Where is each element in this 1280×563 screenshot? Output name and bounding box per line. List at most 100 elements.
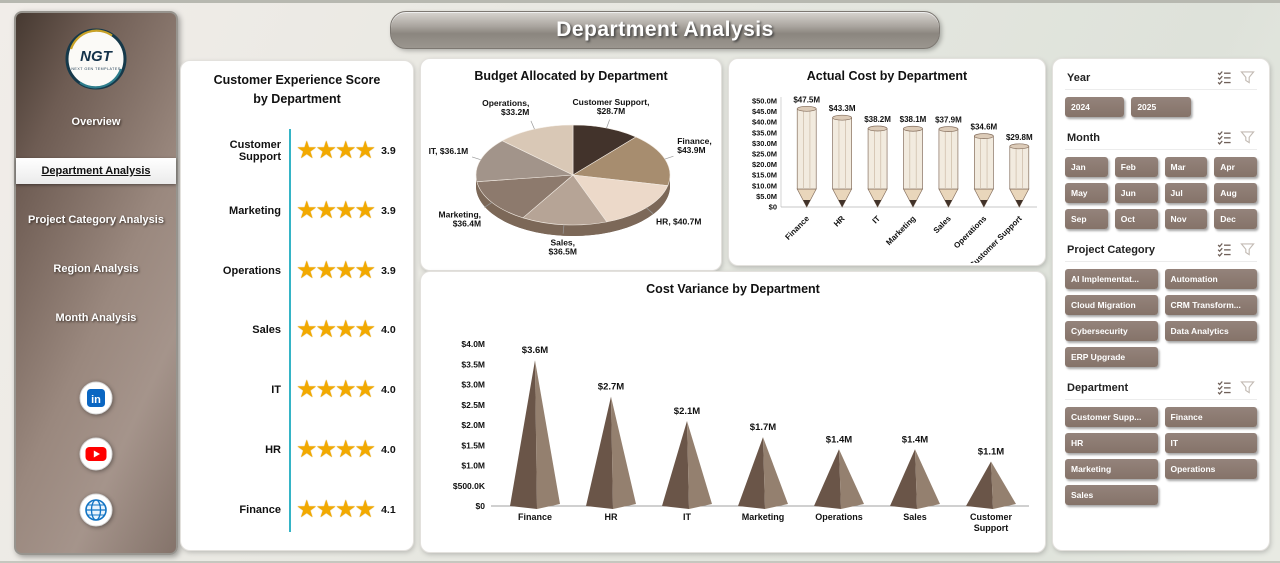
filter-options: Jan Feb Mar Apr May Jun Jul Aug Sep Oct Nov Dec: [1065, 157, 1257, 229]
website-icon[interactable]: [79, 493, 113, 527]
y-tick-label: $10.0M: [752, 181, 777, 190]
rating-value: 3.9: [381, 204, 396, 217]
pyramid-it[interactable]: $2.1M: [662, 406, 712, 509]
y-tick-label: $1.0M: [461, 461, 485, 471]
rating-value: 4.0: [381, 384, 396, 397]
filter-option-marketing[interactable]: Marketing: [1065, 459, 1158, 479]
filter-option-sep[interactable]: Sep: [1065, 209, 1108, 229]
bar-value-label: $3.6M: [522, 345, 548, 356]
filter-option-mar[interactable]: Mar: [1164, 157, 1208, 177]
sidebar-item-overview[interactable]: Overview: [71, 116, 121, 128]
filter-section-year: Year 2024 2025: [1065, 63, 1257, 117]
filter-option-hr[interactable]: HR: [1065, 433, 1158, 453]
pie-slice-operations[interactable]: Operations,$33.2M: [482, 98, 574, 176]
filter-option-apr[interactable]: Apr: [1214, 157, 1257, 177]
filter-option-crm-transform[interactable]: CRM Transform...: [1164, 295, 1257, 315]
filter-option-erp-upgrade[interactable]: ERP Upgrade: [1065, 347, 1158, 367]
pyramid-operations[interactable]: $1.4M: [814, 434, 864, 509]
filter-option-cybersecurity[interactable]: Cybersecurity: [1065, 321, 1158, 341]
pie-slice-it[interactable]: IT, $36.1M: [429, 140, 575, 182]
category-label: Customer Support: [229, 139, 281, 163]
filter-option-may[interactable]: May: [1065, 183, 1108, 203]
filter-option-automation[interactable]: Automation: [1164, 269, 1257, 289]
clear-filter-icon[interactable]: [1240, 70, 1255, 85]
pencil-bar-hr[interactable]: $43.3M: [829, 104, 856, 208]
filter-option-ai-implementat[interactable]: AI Implementat...: [1065, 269, 1158, 289]
pie-label: Finance,: [677, 136, 711, 146]
filter-option-aug[interactable]: Aug: [1214, 183, 1257, 203]
filter-option-jul[interactable]: Jul: [1164, 183, 1208, 203]
bar-value-label: $47.5M: [793, 95, 820, 104]
filter-option-it[interactable]: IT: [1164, 433, 1257, 453]
y-tick-label: $25.0M: [752, 150, 777, 159]
y-tick-label: $40.0M: [752, 118, 777, 127]
filter-option-dec[interactable]: Dec: [1214, 209, 1257, 229]
filter-option-customer-supp[interactable]: Customer Supp...: [1065, 407, 1158, 427]
sidebar-nav: Overview Department Analysis Project Categ…: [16, 109, 176, 354]
pie-label: $36.5M: [549, 247, 577, 257]
filter-option-oct[interactable]: Oct: [1114, 209, 1158, 229]
filter-option-cloud-migration[interactable]: Cloud Migration: [1065, 295, 1158, 315]
pie-slice-finance[interactable]: Finance,$43.9M: [572, 136, 712, 186]
pencil-bar-finance[interactable]: $47.5M: [793, 95, 820, 208]
pie-label: HR, $40.7M: [656, 216, 701, 226]
sidebar-social: in: [16, 381, 176, 527]
select-all-icon[interactable]: [1217, 70, 1232, 85]
sidebar-item-project-category-analysis[interactable]: Project Category Analysis: [28, 214, 164, 226]
select-all-icon[interactable]: [1217, 130, 1232, 145]
y-tick-label: $2.0M: [461, 420, 485, 430]
ngt-logo: NGT NEXT GEN TEMPLATES: [64, 27, 128, 91]
filter-option-data-analytics[interactable]: Data Analytics: [1164, 321, 1257, 341]
clear-filter-icon[interactable]: [1240, 130, 1255, 145]
filter-option-sales[interactable]: Sales: [1065, 485, 1158, 505]
pencil-bar-customer-support[interactable]: $29.8M: [1006, 133, 1033, 208]
filter-option-2025[interactable]: 2025: [1131, 97, 1191, 117]
pencil-bar-sales[interactable]: $37.9M: [935, 116, 962, 208]
filter-section-project-category: Project Category AI Implementat... Automat…: [1065, 235, 1257, 367]
pie-slice-marketing[interactable]: Marketing,$36.4M: [439, 174, 574, 229]
rating-chart: Customer Support ★★★★ 3.9 Marketing ★★★★ 3.9 O…: [191, 123, 409, 538]
pyramid-marketing[interactable]: $1.7M: [738, 422, 788, 509]
pyramid-sales[interactable]: $1.4M: [890, 434, 940, 509]
filter-header: Month: [1065, 123, 1257, 150]
rating-row-hr: HR ★★★★ 4.0: [191, 422, 409, 478]
pie-slice-hr[interactable]: HR, $40.7M: [572, 174, 701, 226]
pencil-bar-it[interactable]: $38.2M: [864, 115, 891, 208]
select-all-icon[interactable]: [1217, 380, 1232, 395]
filter-option-feb[interactable]: Feb: [1114, 157, 1158, 177]
filter-option-2024[interactable]: 2024: [1065, 97, 1125, 117]
filter-option-jan[interactable]: Jan: [1065, 157, 1108, 177]
pyramid-customer-support[interactable]: $1.1M: [966, 446, 1016, 509]
bar-value-label: $38.1M: [900, 115, 927, 124]
rating-row-customer-support: Customer Support ★★★★ 3.9: [191, 123, 409, 179]
pie-slice-sales[interactable]: Sales,$36.5M: [522, 174, 608, 257]
svg-text:in: in: [91, 394, 101, 406]
y-tick-label: $1.5M: [461, 440, 485, 450]
linkedin-icon[interactable]: in: [79, 381, 113, 415]
pyramid-hr[interactable]: $2.7M: [586, 382, 636, 509]
sidebar-item-department-analysis[interactable]: Department Analysis: [16, 158, 176, 184]
star-rating: ★★★★: [296, 316, 376, 344]
filter-section-label: Project Category: [1067, 243, 1156, 256]
pie-slice-customer-support[interactable]: Customer Support,$28.7M: [573, 97, 650, 176]
clear-filter-icon[interactable]: [1240, 242, 1255, 257]
filter-option-finance[interactable]: Finance: [1164, 407, 1257, 427]
sidebar-item-month-analysis[interactable]: Month Analysis: [55, 312, 137, 324]
clear-filter-icon[interactable]: [1240, 380, 1255, 395]
rating-row-marketing: Marketing ★★★★ 3.9: [191, 183, 409, 239]
star-rating: ★★★★: [296, 495, 376, 523]
select-all-icon[interactable]: [1217, 242, 1232, 257]
sidebar-item-region-analysis[interactable]: Region Analysis: [53, 263, 139, 275]
filter-option-operations[interactable]: Operations: [1164, 459, 1257, 479]
filter-option-jun[interactable]: Jun: [1114, 183, 1158, 203]
pencil-bar-marketing[interactable]: $38.1M: [900, 115, 927, 208]
pyramid-finance[interactable]: $3.6M: [510, 345, 560, 509]
rating-value: 3.9: [381, 264, 396, 277]
x-axis-label: Support: [974, 523, 1009, 533]
youtube-icon[interactable]: [79, 437, 113, 471]
filter-option-nov[interactable]: Nov: [1164, 209, 1208, 229]
bar-value-label: $1.4M: [826, 434, 852, 445]
rating-row-sales: Sales ★★★★ 4.0: [191, 302, 409, 358]
sidebar: NGT NEXT GEN TEMPLATES Overview Departmen…: [14, 11, 178, 555]
pencil-bar-operations[interactable]: $34.6M: [971, 123, 998, 208]
